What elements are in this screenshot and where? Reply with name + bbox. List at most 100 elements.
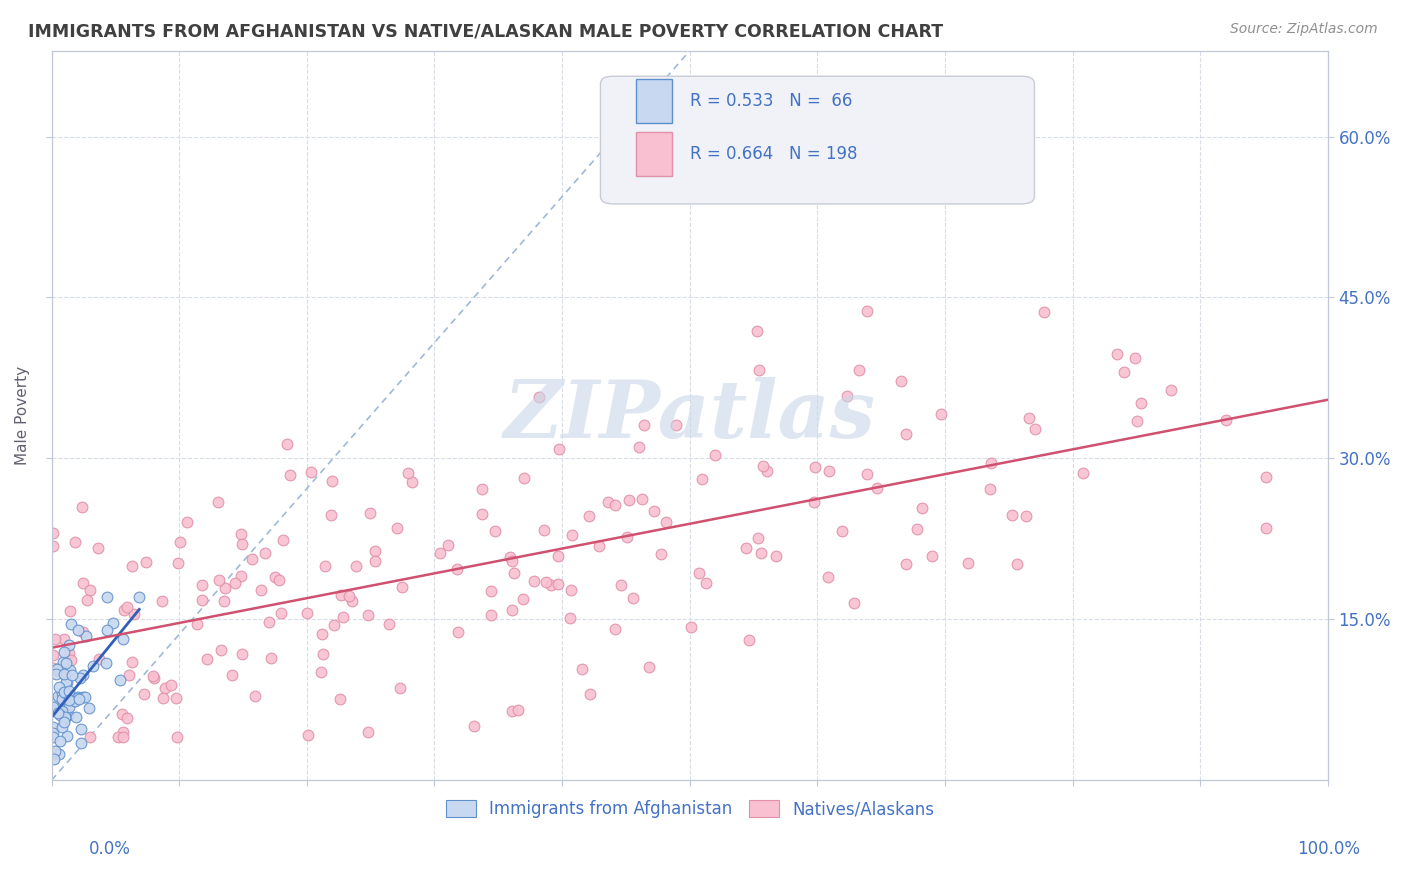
Point	[67, 692, 90, 706]
Point	[58, 646, 80, 660]
Point	[142, 669, 165, 683]
Point	[1001, 508, 1024, 522]
Point	[267, 574, 290, 588]
Point	[322, 618, 344, 632]
Point	[299, 465, 322, 479]
Point	[548, 442, 571, 457]
Point	[1033, 304, 1056, 318]
Point	[51, 686, 73, 700]
Text: Source: ZipAtlas.com: Source: ZipAtlas.com	[1230, 22, 1378, 37]
Point	[547, 549, 569, 563]
Point	[332, 610, 354, 624]
Point	[46, 706, 69, 720]
Point	[561, 528, 583, 542]
Point	[60, 668, 83, 682]
Point	[956, 557, 979, 571]
Point	[363, 554, 385, 568]
Point	[96, 590, 118, 604]
Point	[77, 701, 100, 715]
Text: R = 0.533   N =  66: R = 0.533 N = 66	[690, 92, 852, 111]
Point	[571, 662, 593, 676]
Point	[56, 707, 79, 722]
Point	[56, 674, 79, 689]
Point	[831, 524, 853, 538]
Point	[42, 746, 65, 760]
Point	[169, 535, 191, 549]
Point	[207, 574, 229, 588]
Point	[112, 632, 135, 647]
Point	[560, 582, 582, 597]
Point	[387, 521, 409, 535]
FancyBboxPatch shape	[600, 76, 1035, 204]
Point	[52, 685, 75, 699]
Point	[501, 603, 523, 617]
Point	[259, 615, 281, 629]
Point	[44, 661, 66, 675]
Point	[101, 615, 124, 630]
Point	[271, 533, 294, 547]
Point	[221, 668, 243, 682]
Point	[894, 426, 917, 441]
Point	[311, 665, 333, 680]
Point	[53, 645, 76, 659]
Text: R = 0.664   N = 198: R = 0.664 N = 198	[690, 145, 858, 163]
Point	[479, 607, 502, 622]
Point	[655, 515, 678, 529]
Point	[297, 728, 319, 742]
Point	[929, 407, 952, 421]
Point	[578, 509, 600, 524]
Point	[747, 531, 769, 545]
Point	[501, 705, 523, 719]
Point	[66, 690, 89, 704]
Point	[508, 703, 530, 717]
Bar	[636, 79, 672, 123]
Point	[49, 708, 72, 723]
Point	[1071, 466, 1094, 480]
Point	[243, 689, 266, 703]
Point	[209, 643, 232, 657]
Point	[357, 724, 380, 739]
Point	[471, 482, 494, 496]
Point	[389, 681, 412, 695]
Point	[695, 575, 717, 590]
Point	[56, 696, 79, 710]
Point	[681, 620, 703, 634]
Point	[53, 706, 76, 720]
Point	[44, 744, 66, 758]
Point	[207, 495, 229, 509]
Point	[55, 675, 77, 690]
Point	[842, 596, 865, 610]
Point	[1015, 508, 1038, 523]
Point	[437, 538, 460, 552]
Point	[752, 458, 775, 473]
Point	[631, 492, 654, 507]
Point	[58, 693, 80, 707]
Point	[558, 611, 581, 625]
Point	[75, 690, 97, 705]
Point	[48, 704, 70, 718]
Point	[804, 459, 827, 474]
Point	[856, 304, 879, 318]
Point	[627, 440, 650, 454]
Bar	[636, 133, 672, 177]
Point	[75, 629, 97, 643]
Point	[58, 684, 80, 698]
Point	[344, 559, 367, 574]
Point	[359, 506, 381, 520]
Point	[121, 655, 143, 669]
Point	[115, 711, 138, 725]
Point	[82, 658, 104, 673]
Point	[62, 694, 84, 708]
Point	[979, 482, 1001, 496]
Point	[65, 710, 87, 724]
Point	[765, 549, 787, 563]
Point	[1254, 521, 1277, 535]
Point	[579, 687, 602, 701]
Point	[121, 558, 143, 573]
Point	[817, 464, 839, 478]
Point	[650, 547, 672, 561]
Point	[339, 589, 361, 603]
Point	[738, 632, 761, 647]
Point	[160, 678, 183, 692]
Text: IMMIGRANTS FROM AFGHANISTAN VS NATIVE/ALASKAN MALE POVERTY CORRELATION CHART: IMMIGRANTS FROM AFGHANISTAN VS NATIVE/AL…	[28, 22, 943, 40]
